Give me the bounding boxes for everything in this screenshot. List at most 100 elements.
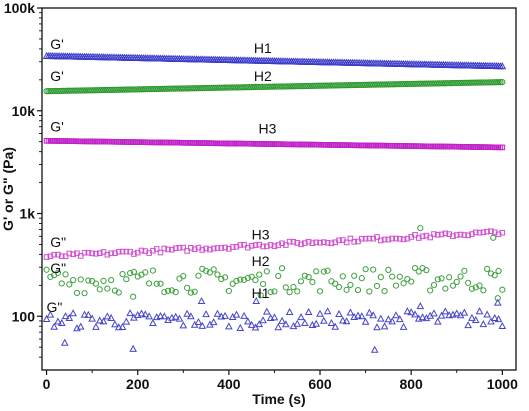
h1_gpp-point xyxy=(373,323,381,331)
h3_gpp-point xyxy=(169,246,175,253)
h2_gpp-point xyxy=(47,273,54,281)
h2_gpp-point xyxy=(457,273,464,280)
h3_gpp-point xyxy=(480,229,487,236)
axis-ticks: 0 200 400 600 800 1000 100 1k 10k 100k xyxy=(4,0,518,392)
annotation-a_g1: G' xyxy=(50,36,64,52)
h1_gpp-point xyxy=(452,309,461,317)
h3_gpp-point xyxy=(404,235,411,242)
h2_gpp-point xyxy=(495,267,502,274)
h3_gpp-point xyxy=(434,232,441,238)
h3_gpp-point xyxy=(377,237,384,244)
h2_gpp-point xyxy=(415,268,422,275)
h1_gpp-point xyxy=(221,311,229,319)
h1_gpp-point xyxy=(316,309,324,317)
h3_gpp-point xyxy=(207,246,213,253)
data-layer xyxy=(42,51,507,353)
h1_gpp-point xyxy=(61,312,70,320)
h1_gpp-point xyxy=(251,323,260,331)
h1_gpp-point xyxy=(323,307,332,315)
h3_gpp-point xyxy=(347,235,354,242)
h1_gpp-point xyxy=(171,312,180,320)
h2_gpp-point xyxy=(417,225,424,232)
h2_gpp-point xyxy=(108,276,115,284)
annotation-a_g6: G" xyxy=(47,299,63,315)
h3_gpp-point xyxy=(457,231,464,238)
h1_gpp-point xyxy=(399,322,408,330)
h1_gpp-point xyxy=(433,317,442,325)
h2_gpp-point xyxy=(123,276,130,283)
h3_gpp-point xyxy=(47,253,54,260)
y-tick-label: 10k xyxy=(12,103,36,119)
h3_gpp-point xyxy=(150,247,156,254)
h2_gpp-point xyxy=(218,275,225,283)
h1_gpp-point xyxy=(370,345,379,353)
h3_gpp-point xyxy=(55,251,61,258)
h1_gpp-point xyxy=(197,297,206,305)
h2_gp-point xyxy=(499,79,506,86)
h3_gpp-point xyxy=(321,239,327,245)
h3_gpp-point xyxy=(58,253,65,260)
h1_gpp-point xyxy=(460,308,469,316)
h2_gpp-point xyxy=(400,280,407,287)
h1_gpp-point xyxy=(80,310,89,318)
h2_gpp-point xyxy=(244,274,251,282)
h2_gpp-point xyxy=(256,271,263,278)
h3_gpp-point xyxy=(302,240,308,246)
x-axis-title: Time (s) xyxy=(252,391,305,407)
h2_gpp-point xyxy=(373,282,381,290)
h2_gpp-point xyxy=(404,275,411,283)
h2_gpp-point xyxy=(494,295,501,302)
h2_gpp-point xyxy=(119,270,126,278)
h3_gpp-point xyxy=(210,245,217,252)
h1_gpp-point xyxy=(111,320,119,328)
h3_gpp-point xyxy=(450,233,456,239)
h2_gpp-point xyxy=(157,280,164,287)
h2_gpp-point xyxy=(316,288,324,295)
h3_gpp-point xyxy=(431,231,437,237)
y-tick-label: 100 xyxy=(12,308,36,324)
h3_gpp-point xyxy=(362,235,369,242)
h1_gpp-point xyxy=(50,322,58,330)
h3_gpp-point xyxy=(358,235,365,242)
h1_gpp-point xyxy=(493,298,502,306)
h2_gpp-point xyxy=(484,265,491,272)
h2_gpp-point xyxy=(392,282,400,289)
h2_gpp-point xyxy=(100,277,107,284)
h2_gpp-point xyxy=(354,286,362,294)
h1_gpp-point xyxy=(354,311,362,319)
h1_gpp-point xyxy=(471,315,480,324)
y-tick-label: 1k xyxy=(19,206,35,222)
h3_gpp-point xyxy=(465,232,471,239)
h1_gpp-point xyxy=(498,321,507,330)
h2_gpp-point xyxy=(290,283,297,291)
h3_gpp-point xyxy=(305,238,312,245)
h2_gpp-point xyxy=(297,278,305,285)
h2_gpp-point xyxy=(309,279,316,286)
h3_gpp-point xyxy=(93,250,99,257)
h2_gpp-point xyxy=(221,274,229,281)
h3_gpp-point xyxy=(153,246,160,252)
x-tick-label: 0 xyxy=(43,376,51,392)
annotation-a_g3: G' xyxy=(50,118,64,134)
h1_gpp-point xyxy=(122,317,131,325)
h2_gpp-point xyxy=(423,267,430,274)
h2_gpp-point xyxy=(168,287,175,294)
h2_gpp-point xyxy=(294,288,301,295)
h3_gpp-point xyxy=(389,235,395,242)
h3_gpp-point xyxy=(476,229,483,236)
h3_gpp-point xyxy=(203,245,209,252)
h3_gpp-point xyxy=(298,241,304,248)
h2_gpp-point xyxy=(206,269,213,276)
h3_gpp-point xyxy=(313,239,320,246)
h2_gpp-point xyxy=(180,273,187,280)
h3_gpp-point xyxy=(248,243,255,249)
h3_gpp-point xyxy=(218,245,225,251)
h1_gpp-point xyxy=(300,318,309,327)
h3_gpp-point xyxy=(66,250,73,257)
h1_gpp-point xyxy=(384,315,393,323)
h3_gpp-point xyxy=(438,231,445,238)
h3_gpp-point xyxy=(115,248,122,255)
h2_gpp-point xyxy=(446,274,453,281)
h2_gpp-point xyxy=(77,276,84,283)
h2_gpp-point xyxy=(191,288,198,295)
